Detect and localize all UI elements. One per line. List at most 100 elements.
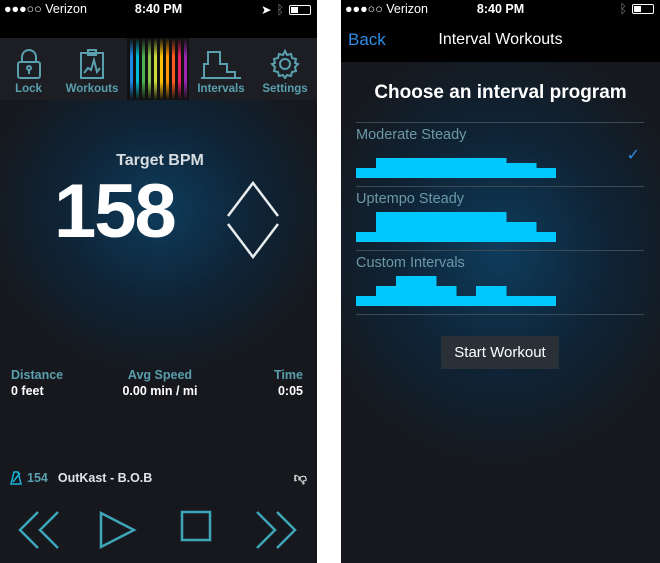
- profile-segment: [366, 168, 377, 178]
- profile-segment: [366, 296, 377, 306]
- profile-segment: [506, 163, 517, 178]
- start-workout-button[interactable]: Start Workout: [441, 336, 559, 369]
- bpm-down-button[interactable]: [227, 223, 279, 260]
- bpm-visualizer: [127, 38, 189, 100]
- bpm-up-button[interactable]: [227, 180, 279, 217]
- profile-segment: [476, 212, 487, 242]
- profile-segment: [456, 296, 467, 306]
- avg-speed-stat: Avg Speed 0.00 min / mi: [122, 368, 198, 398]
- tab-settings[interactable]: Settings: [253, 38, 317, 100]
- profile-segment: [366, 232, 377, 242]
- metronome-icon: [10, 471, 22, 485]
- section-heading: Choose an interval program: [374, 82, 627, 103]
- time-stat: Time 0:05: [274, 368, 303, 398]
- song-tempo: 154: [27, 471, 48, 485]
- profile-segment: [396, 158, 407, 178]
- profile-segment: [496, 286, 507, 306]
- clock: 8:40 PM: [134, 2, 183, 16]
- carrier: ●●●○○ Verizon: [345, 2, 428, 16]
- profile-segment: [416, 276, 427, 306]
- profile-segment: [386, 158, 397, 178]
- clock: 8:40 PM: [476, 2, 525, 16]
- visualizer-bar: [130, 38, 133, 100]
- intervals-icon: [201, 51, 241, 79]
- visualizer-bar: [184, 38, 187, 100]
- clipboard-icon: [80, 49, 104, 79]
- visualizer-bar: [142, 38, 145, 100]
- player-main: Target BPM 158 Distance 0 feet Avg Speed 0…: [0, 100, 317, 563]
- profile-segment: [486, 212, 497, 242]
- tab-workouts[interactable]: Workouts: [57, 38, 127, 100]
- profile-segment: [436, 158, 447, 178]
- left-screen: ●●●○○ Verizon 8:40 PM ➤ ᛒ Lock Workouts I…: [0, 0, 317, 563]
- status-bar: ●●●○○ Verizon 8:40 PM ➤ ᛒ: [0, 0, 317, 20]
- profile-segment: [446, 286, 457, 306]
- profile-segment: [536, 168, 547, 178]
- status-bar: ●●●○○ Verizon 8:40 PM ᛒ: [341, 0, 660, 20]
- profile-graph: [356, 276, 556, 306]
- back-button[interactable]: Back: [348, 30, 386, 49]
- profile-segment: [496, 212, 507, 242]
- interval-main: Choose an interval program Moderate Stea…: [341, 62, 660, 563]
- program-moderate-steady[interactable]: Moderate Steady ✓: [356, 123, 644, 187]
- program-name: Uptempo Steady: [356, 191, 465, 207]
- program-custom-intervals[interactable]: Custom Intervals: [356, 251, 644, 315]
- tab-label: Settings: [262, 83, 308, 95]
- rewind-button[interactable]: [18, 510, 62, 550]
- profile-segment: [446, 212, 457, 242]
- profile-segment: [396, 212, 407, 242]
- bluetooth-icon: ᛒ: [619, 2, 627, 16]
- profile-segment: [436, 212, 447, 242]
- program-name: Moderate Steady: [356, 127, 467, 143]
- tab-intervals[interactable]: Intervals: [189, 38, 253, 100]
- profile-segment: [356, 296, 367, 306]
- tab-label: Workouts: [65, 83, 119, 95]
- tab-lock[interactable]: Lock: [0, 38, 57, 100]
- right-screen: ●●●○○ Verizon 8:40 PM ᛒ Back Interval Wo…: [341, 0, 660, 563]
- profile-segment: [446, 158, 457, 178]
- profile-segment: [376, 286, 387, 306]
- profile-segment: [496, 158, 507, 178]
- lock-icon: [16, 49, 41, 79]
- battery-icon: [289, 4, 311, 15]
- profile-segment: [356, 168, 367, 178]
- playback-controls: [0, 510, 317, 550]
- profile-segment: [486, 286, 497, 306]
- profile-segment: [476, 286, 487, 306]
- thumbs-down-icon[interactable]: 👎︎: [293, 470, 307, 485]
- profile-segment: [526, 222, 537, 242]
- play-button[interactable]: [98, 510, 138, 550]
- bpm-value: 158: [54, 169, 177, 254]
- profile-segment: [426, 212, 437, 242]
- gear-icon: [270, 49, 300, 79]
- profile-segment: [406, 276, 417, 306]
- profile-segment: [426, 276, 437, 306]
- profile-segment: [436, 286, 447, 306]
- visualizer-bar: [160, 38, 163, 100]
- profile-segment: [376, 158, 387, 178]
- profile-segment: [516, 163, 527, 178]
- profile-segment: [386, 286, 397, 306]
- profile-segment: [506, 296, 517, 306]
- profile-segment: [396, 276, 407, 306]
- fast-forward-button[interactable]: [253, 510, 297, 550]
- profile-segment: [506, 222, 517, 242]
- tab-bar: Lock Workouts Intervals Settings: [0, 38, 317, 100]
- profile-segment: [406, 158, 417, 178]
- nav-bar: Back Interval Workouts: [341, 20, 660, 62]
- profile-segment: [546, 168, 556, 178]
- program-list: Moderate Steady ✓ Uptempo Steady Custom I…: [356, 122, 644, 315]
- profile-segment: [536, 232, 547, 242]
- visualizer-bar: [154, 38, 157, 100]
- program-uptempo-steady[interactable]: Uptempo Steady: [356, 187, 644, 251]
- battery-icon: [632, 4, 654, 14]
- now-playing: 154 OutKast - B.O.B 👎︎: [10, 470, 307, 486]
- carrier: ●●●○○ Verizon: [4, 2, 87, 16]
- stop-button[interactable]: [180, 510, 212, 542]
- page-title: Interval Workouts: [438, 31, 563, 48]
- profile-segment: [546, 296, 556, 306]
- visualizer-bar: [148, 38, 151, 100]
- profile-segment: [466, 212, 477, 242]
- visualizer-bar: [178, 38, 181, 100]
- program-name: Custom Intervals: [356, 255, 465, 271]
